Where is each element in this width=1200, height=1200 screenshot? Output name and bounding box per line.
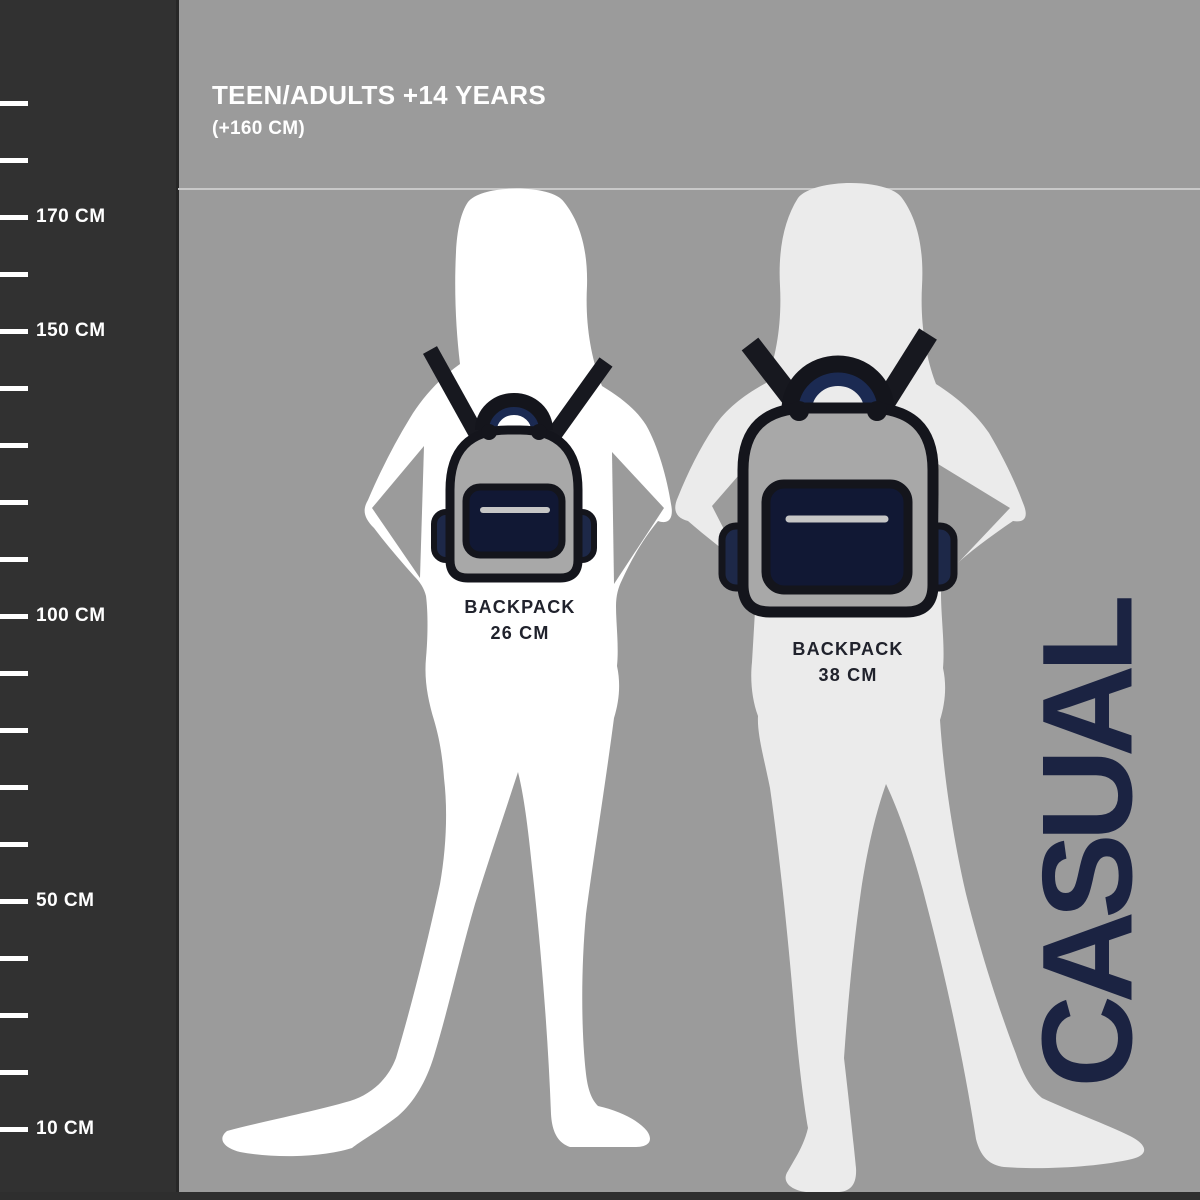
bottom-bar	[0, 1192, 1200, 1200]
ruler-label-170cm: 170 CM	[36, 206, 106, 227]
age-group-title: TEEN/ADULTS +14 YEARS	[212, 80, 547, 110]
backpack-26cm-graphic	[423, 346, 613, 583]
backpack-26cm-label-line2: 26 CM	[490, 623, 550, 643]
ruler-tick-140cm	[0, 385, 28, 391]
figure-silhouette-small	[222, 188, 672, 1157]
age-group-header: TEEN/ADULTS +14 YEARS (+160 CM)	[212, 80, 546, 140]
ruler-panel-edge	[176, 0, 179, 1200]
backpack-small-handle-mount-right	[531, 424, 547, 440]
ruler-label-10cm: 10 CM	[36, 1118, 95, 1139]
ruler-tick-180cm	[0, 157, 28, 163]
ruler-tick-120cm	[0, 499, 28, 505]
backpack-small-handle-mount-left	[481, 424, 497, 440]
height-reference-line	[178, 188, 1200, 190]
backpack-large-handle-inner	[792, 366, 884, 411]
ruler-tick-110cm	[0, 556, 28, 562]
backpack-large-handle	[781, 355, 895, 411]
backpack-38cm-label: BACKPACK 38 CM	[792, 636, 903, 688]
figure-small-body	[222, 188, 672, 1157]
backpack-38cm-label-line1: BACKPACK	[792, 639, 904, 659]
backpack-small-strap-right	[541, 357, 613, 448]
ruler-tick-50cm	[0, 898, 28, 904]
ruler-tick-130cm	[0, 442, 28, 448]
ruler-tick-160cm	[0, 271, 28, 277]
ruler-tick-150cm	[0, 328, 28, 334]
backpack-large-handle-mount-left	[789, 401, 809, 421]
collection-name-vertical: CASUAL	[1016, 602, 1160, 1088]
figure-small-arm-gap-right	[612, 452, 664, 584]
ruler-tick-40cm	[0, 955, 28, 961]
age-group-height: (+160 CM)	[212, 118, 305, 139]
backpack-38cm-label-line2: 38 CM	[818, 665, 878, 685]
figure-small-arm-gap-left	[372, 446, 424, 578]
ruler-label-150cm: 150 CM	[36, 320, 106, 341]
ruler-tick-30cm	[0, 1012, 28, 1018]
backpack-large-front-pocket	[761, 479, 913, 595]
backpack-26cm-label-line1: BACKPACK	[464, 597, 576, 617]
ruler-tick-20cm	[0, 1069, 28, 1075]
backpack-38cm-graphic	[718, 328, 958, 618]
backpack-26cm-label: BACKPACK 26 CM	[464, 594, 575, 646]
ruler-label-50cm: 50 CM	[36, 890, 95, 911]
backpack-small-front-pocket	[462, 483, 566, 559]
ruler-tick-90cm	[0, 670, 28, 676]
ruler-tick-80cm	[0, 727, 28, 733]
ruler-tick-10cm	[0, 1126, 28, 1132]
ruler-label-100cm: 100 CM	[36, 605, 106, 626]
ruler-panel	[0, 0, 178, 1200]
ruler-tick-190cm	[0, 100, 28, 106]
ruler-tick-170cm	[0, 214, 28, 220]
backpack-small-handle-inner	[483, 401, 545, 431]
ruler-tick-60cm	[0, 841, 28, 847]
ruler-tick-70cm	[0, 784, 28, 790]
backpack-small-handle	[475, 393, 553, 431]
backpack-small-strap-left	[423, 346, 487, 444]
ruler-tick-100cm	[0, 613, 28, 619]
backpack-large-handle-mount-right	[867, 401, 887, 421]
